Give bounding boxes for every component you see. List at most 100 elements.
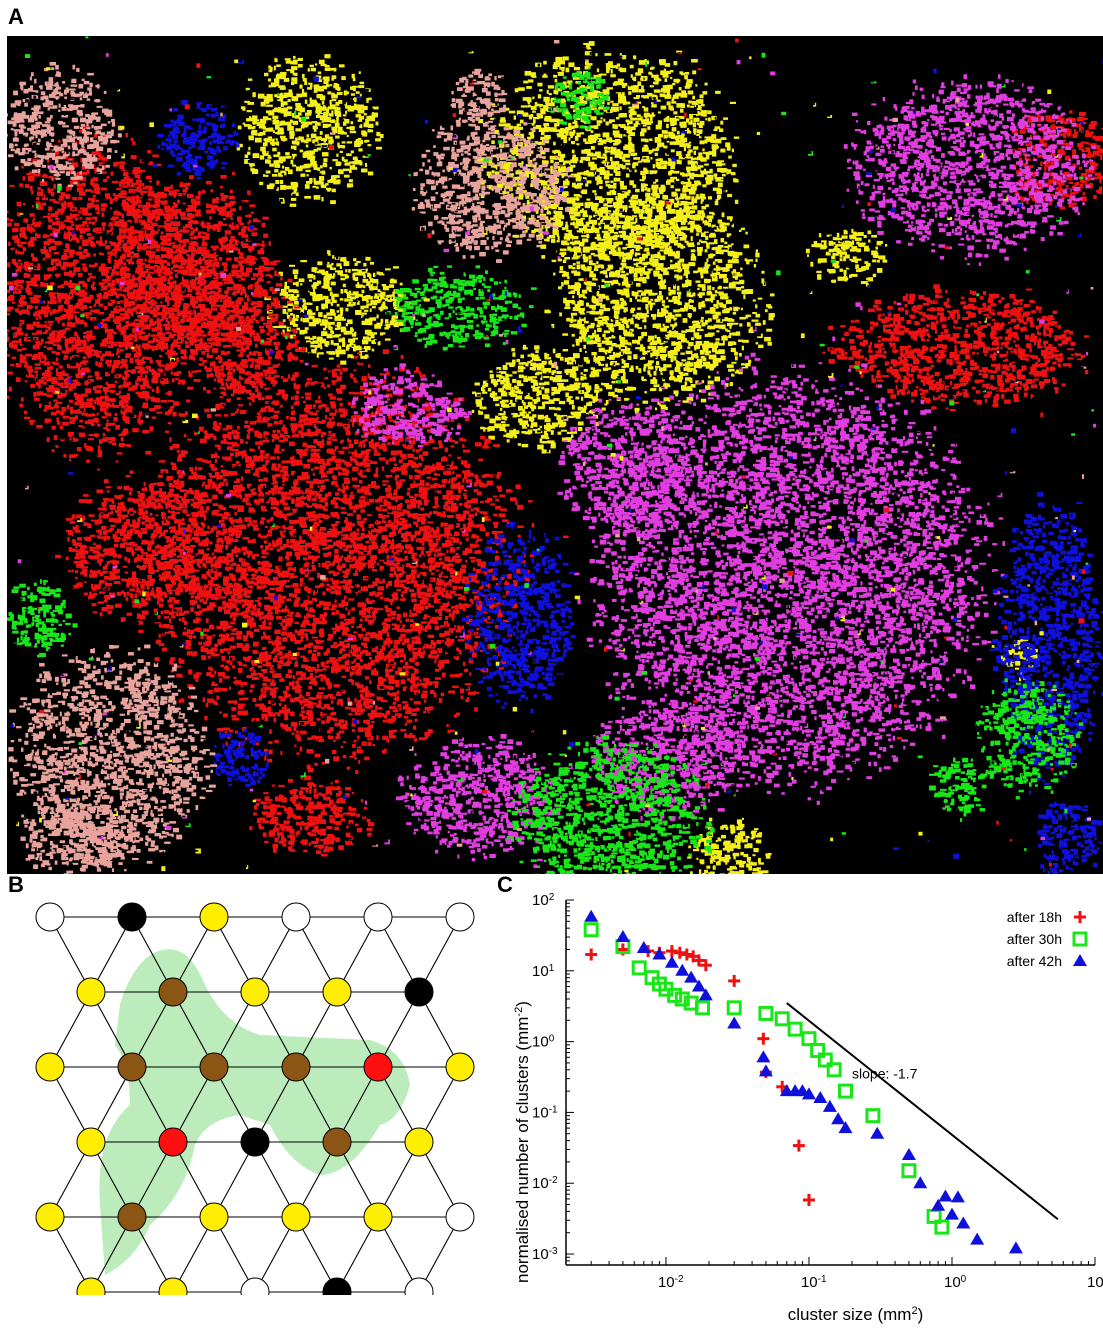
cluster-green-28 — [7, 579, 78, 657]
lattice-node-white — [282, 903, 310, 931]
lattice-node-yellow — [323, 978, 351, 1006]
cluster-blue-23 — [157, 100, 239, 180]
data-point-square — [633, 962, 645, 974]
data-point-triangle — [956, 1216, 970, 1228]
lattice-node-brown — [118, 1053, 146, 1081]
lattice-node-black — [118, 903, 146, 931]
data-point-triangle — [813, 1091, 827, 1103]
lattice-node-brown — [282, 1053, 310, 1081]
data-point-square — [760, 1007, 772, 1019]
cluster-yellow-3 — [544, 184, 774, 414]
x-tick-label: 101 — [1087, 1274, 1103, 1292]
data-point-square — [839, 1085, 851, 1097]
cluster-yellow-5 — [806, 229, 887, 287]
legend-label: after 18h — [1007, 909, 1062, 925]
data-point-triangle — [951, 1190, 965, 1202]
lattice-node-yellow — [282, 1203, 310, 1231]
data-point-square — [776, 1013, 788, 1025]
y-tick-label: 102 — [532, 892, 555, 910]
legend-marker — [1074, 911, 1086, 923]
data-point-triangle — [756, 1050, 770, 1062]
lattice-node-black — [241, 1128, 269, 1156]
data-point-plus — [585, 948, 597, 960]
data-point-square — [803, 1033, 815, 1045]
lattice-node-white — [405, 1278, 433, 1295]
lattice-node-brown — [118, 1203, 146, 1231]
lattice-node-white — [241, 1278, 269, 1295]
data-point-triangle — [831, 1112, 845, 1124]
lattice-node-yellow — [200, 903, 228, 931]
lattice-node-yellow — [77, 1278, 105, 1295]
cluster-yellow-6 — [687, 818, 772, 874]
lattice-node-brown — [323, 1128, 351, 1156]
legend-label: after 42h — [1007, 953, 1062, 969]
legend-marker — [1073, 954, 1087, 966]
data-point-plus — [803, 1194, 815, 1206]
cluster-map-image — [7, 36, 1103, 874]
x-tick-label: 10-2 — [658, 1274, 684, 1292]
data-point-square — [728, 1002, 740, 1014]
cluster-red-15 — [249, 776, 374, 857]
cluster-blue-25 — [1037, 802, 1102, 874]
cluster-magenta-18 — [574, 353, 1005, 805]
data-point-triangle — [938, 1189, 952, 1201]
lattice-node-yellow — [405, 1128, 433, 1156]
cluster-red-10 — [122, 343, 535, 774]
data-point-square — [867, 1110, 879, 1122]
lattice-node-yellow — [77, 1128, 105, 1156]
data-point-square — [903, 1165, 915, 1177]
lattice-node-yellow — [446, 1053, 474, 1081]
data-point-triangle — [727, 1017, 741, 1029]
lattice-svg — [20, 895, 500, 1295]
x-axis-label: cluster size (mm2) — [788, 1305, 924, 1324]
lattice-node-yellow — [36, 1203, 64, 1231]
cluster-blue-26 — [214, 729, 269, 787]
chart-points — [584, 910, 1023, 1254]
lattice-node-yellow — [364, 1203, 392, 1231]
data-point-triangle — [759, 1064, 773, 1076]
data-point-triangle — [665, 956, 679, 968]
y-tick-label: 10-3 — [532, 1246, 558, 1264]
legend-label: after 30h — [1007, 931, 1062, 947]
lattice-diagram — [20, 895, 500, 1295]
lattice-node-white — [364, 903, 392, 931]
cluster-magenta-16 — [844, 74, 1096, 266]
lattice-node-yellow — [159, 1278, 187, 1295]
lattice-node-black — [323, 1278, 351, 1295]
cluster-magenta-20 — [396, 734, 564, 861]
cluster-blue-24 — [990, 492, 1103, 785]
lattice-node-black — [405, 978, 433, 1006]
data-point-triangle — [584, 910, 598, 922]
cluster-red-8 — [7, 125, 218, 470]
data-point-square — [789, 1023, 801, 1035]
data-point-triangle — [616, 930, 630, 942]
cluster-magenta-19 — [558, 397, 704, 545]
y-tick-label: 10-2 — [532, 1175, 558, 1193]
cluster-map-canvas — [7, 36, 1103, 874]
lattice-node-red — [159, 1128, 187, 1156]
y-axis-label: normalised number of clusters (mm-2) — [513, 1001, 532, 1283]
chart-legend: after 18h after 30h after 42h — [1007, 909, 1087, 969]
data-point-plus — [666, 945, 678, 957]
lattice-node-white — [36, 903, 64, 931]
data-point-plus — [674, 947, 686, 959]
series-2 — [584, 910, 1023, 1254]
data-point-plus — [681, 948, 693, 960]
cluster-green-27 — [385, 265, 533, 350]
lattice-node-yellow — [241, 978, 269, 1006]
data-point-square — [585, 924, 597, 936]
x-tick-label: 10-1 — [801, 1274, 827, 1292]
lattice-node-brown — [159, 978, 187, 1006]
lattice-node-yellow — [77, 978, 105, 1006]
data-point-plus — [728, 975, 740, 987]
y-tick-label: 100 — [532, 1033, 555, 1051]
data-point-triangle — [1009, 1241, 1023, 1253]
cluster-red-12 — [822, 284, 1089, 411]
legend-marker — [1074, 933, 1086, 945]
data-point-triangle — [902, 1148, 916, 1160]
slope-annotation: slope: -1.7 — [852, 1066, 918, 1082]
lattice-node-yellow — [200, 1203, 228, 1231]
data-point-triangle — [970, 1233, 984, 1245]
lattice-node-white — [446, 1203, 474, 1231]
